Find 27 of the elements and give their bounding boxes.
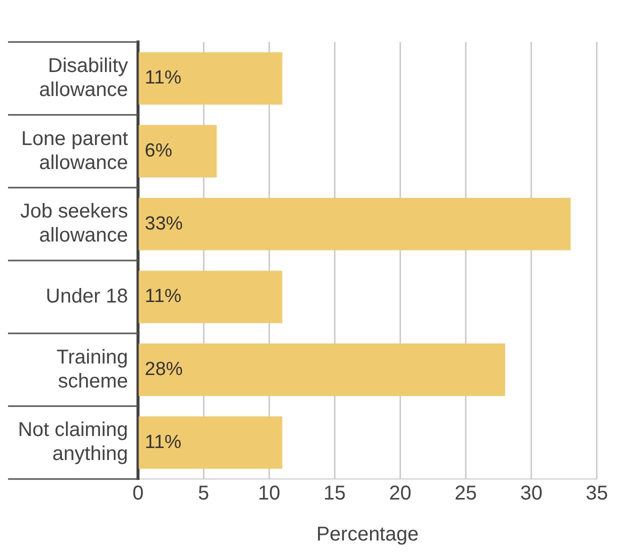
data-label: 33% <box>144 213 183 234</box>
y-tick-label: Lone parent allowance <box>21 128 128 174</box>
y-tick-label: Not claiming anything <box>18 419 128 466</box>
data-label: 6% <box>144 140 172 162</box>
x-tick-label: 25 <box>454 482 477 505</box>
x-tick-label: 5 <box>198 482 210 505</box>
x-tick-label: 35 <box>586 482 608 505</box>
x-tick-label: 0 <box>132 482 144 505</box>
bar <box>138 125 217 178</box>
bar <box>138 198 571 250</box>
bar <box>138 52 282 105</box>
x-axis-title: Percentage <box>316 524 419 546</box>
data-label: 28% <box>144 358 183 380</box>
x-tick-label: 10 <box>258 482 280 505</box>
y-tick-label: Disability allowance <box>39 54 128 101</box>
data-label: 11% <box>144 68 182 89</box>
y-tick-label: Under 18 <box>46 285 128 308</box>
bar <box>138 344 506 396</box>
data-label: 11% <box>144 286 182 308</box>
y-tick-label: Training scheme <box>56 346 128 392</box>
x-tick-label: 30 <box>520 482 542 505</box>
x-tick-label: 15 <box>324 482 346 505</box>
x-tick-label: 20 <box>389 482 412 505</box>
bar <box>138 270 282 324</box>
bar <box>138 416 282 469</box>
data-label: 11% <box>144 432 182 453</box>
y-tick-label: Job seekers allowance <box>20 200 128 247</box>
